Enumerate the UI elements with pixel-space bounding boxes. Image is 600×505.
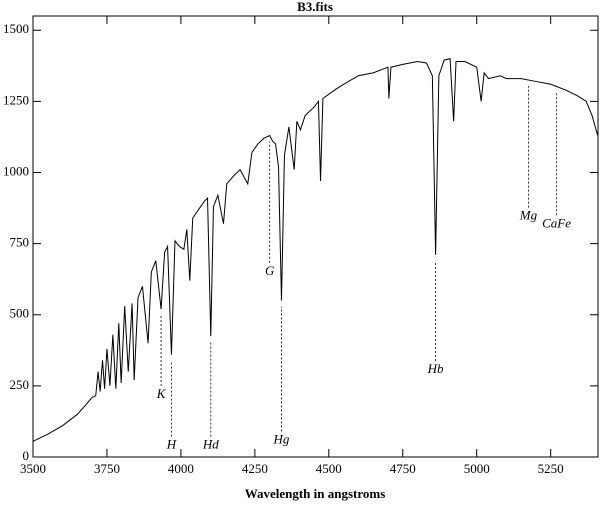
x-tick-label: 5250 bbox=[538, 461, 564, 476]
y-tick-label: 250 bbox=[10, 377, 30, 392]
x-tick-label: 4500 bbox=[316, 461, 342, 476]
annotation-label: Mg bbox=[519, 208, 538, 223]
y-tick-label: 0 bbox=[23, 448, 30, 463]
x-tick-label: 4750 bbox=[390, 461, 416, 476]
y-tick-label: 1000 bbox=[3, 163, 29, 178]
chart-title: B3.fits bbox=[297, 0, 333, 14]
x-axis-label: Wavelength in angstroms bbox=[245, 486, 386, 501]
annotation-label: H bbox=[166, 437, 177, 452]
y-tick-label: 1250 bbox=[3, 92, 29, 107]
annotation-label: CaFe bbox=[542, 215, 571, 230]
x-tick-label: 4000 bbox=[168, 461, 194, 476]
y-tick-label: 500 bbox=[10, 306, 30, 321]
spectrum-line bbox=[32, 58, 599, 442]
annotation-label: Hb bbox=[427, 361, 444, 376]
plot-frame bbox=[32, 15, 599, 458]
annotation-label: G bbox=[265, 263, 275, 278]
x-tick-label: 3500 bbox=[20, 461, 46, 476]
annotation-label: K bbox=[156, 386, 167, 401]
y-tick-label: 1500 bbox=[3, 21, 29, 36]
y-tick-label: 750 bbox=[10, 235, 30, 250]
x-tick-label: 3750 bbox=[94, 461, 120, 476]
x-tick-label: 5000 bbox=[464, 461, 490, 476]
annotation-label: Hg bbox=[273, 431, 290, 446]
annotation-label: Hd bbox=[202, 437, 219, 452]
x-tick-label: 4250 bbox=[242, 461, 268, 476]
